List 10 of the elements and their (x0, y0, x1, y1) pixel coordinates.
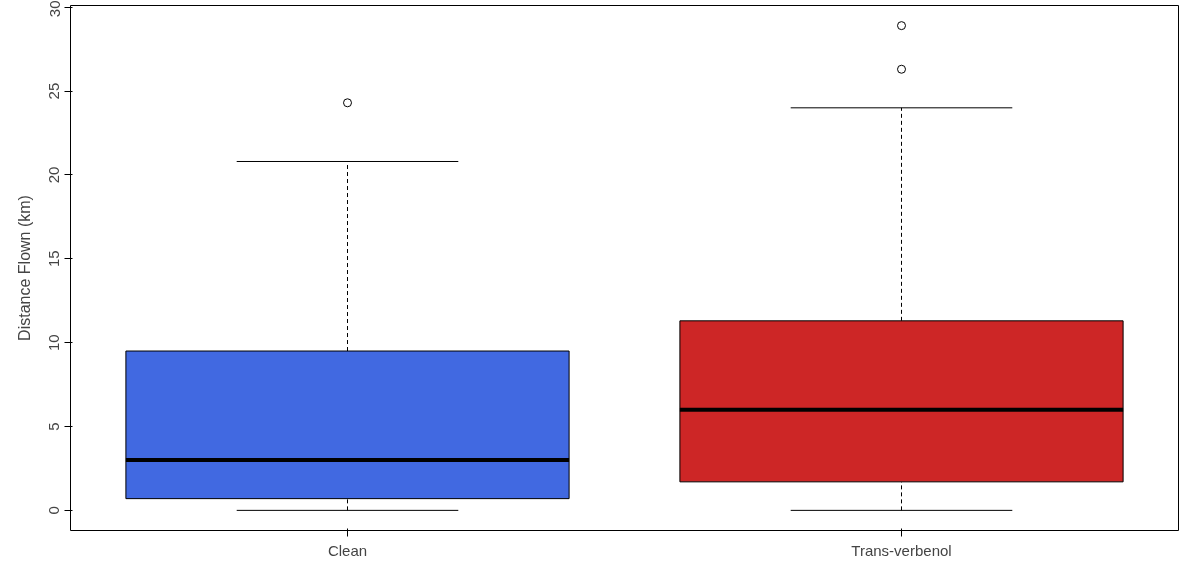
x-tick-label: Trans-verbenol (851, 541, 952, 559)
y-tick-label: 20 (45, 166, 63, 184)
y-tick-label: 10 (45, 334, 63, 351)
x-tick-label: Clean (327, 541, 368, 559)
y-tick-label: 25 (45, 82, 63, 100)
y-axis-title: Distance Flown (km) (15, 195, 33, 341)
y-tick-label: 30 (45, 0, 63, 18)
y-tick-label: 15 (45, 250, 63, 268)
y-tick-label: 5 (45, 422, 63, 431)
y-tick-label: 0 (45, 506, 63, 515)
